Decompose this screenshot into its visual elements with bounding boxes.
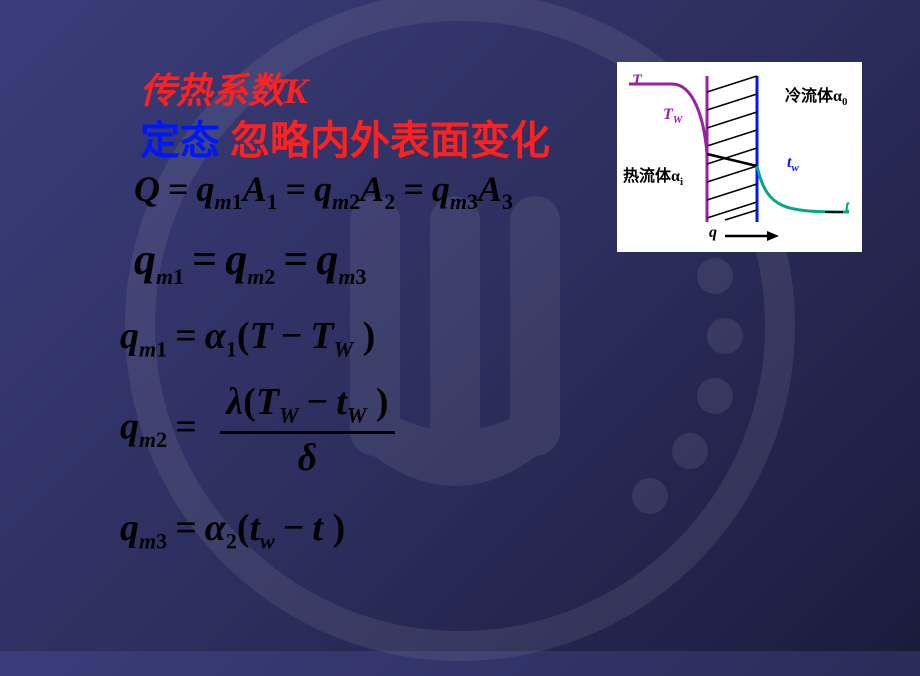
title-text: 传热系数 bbox=[140, 70, 284, 111]
diag-label-q: q bbox=[709, 224, 717, 242]
diag-label-Tw: TW bbox=[663, 106, 683, 126]
diag-label-cold: 冷流体α0 bbox=[785, 82, 847, 108]
diag-label-hot: 热流体αi bbox=[623, 162, 683, 188]
title-line1: 传热系数K bbox=[140, 62, 308, 114]
equation-2: qm1=qm2=qm3 bbox=[134, 234, 367, 290]
heat-transfer-diagram: T TW 热流体αi 冷流体α0 tw t q bbox=[617, 62, 862, 252]
equation-3: qm1=α1(T−TW ) bbox=[120, 314, 375, 363]
title-line2: 定态忽略内外表面变化 bbox=[140, 108, 550, 166]
equation-4: qm2= λ(TW−tW ) δ bbox=[120, 380, 401, 480]
diag-label-T: T bbox=[632, 72, 642, 90]
title-red: 忽略内外表面变化 bbox=[230, 118, 550, 163]
diag-label-t: t bbox=[845, 198, 849, 216]
title-var: K bbox=[284, 71, 308, 111]
diag-label-tw: tw bbox=[787, 154, 799, 174]
title-blue: 定态 bbox=[140, 118, 220, 163]
equation-1: Q=qm1A1=qm2A2=qm3A3 bbox=[134, 168, 513, 215]
equation-5: qm3=α2(tw−t ) bbox=[120, 506, 345, 555]
